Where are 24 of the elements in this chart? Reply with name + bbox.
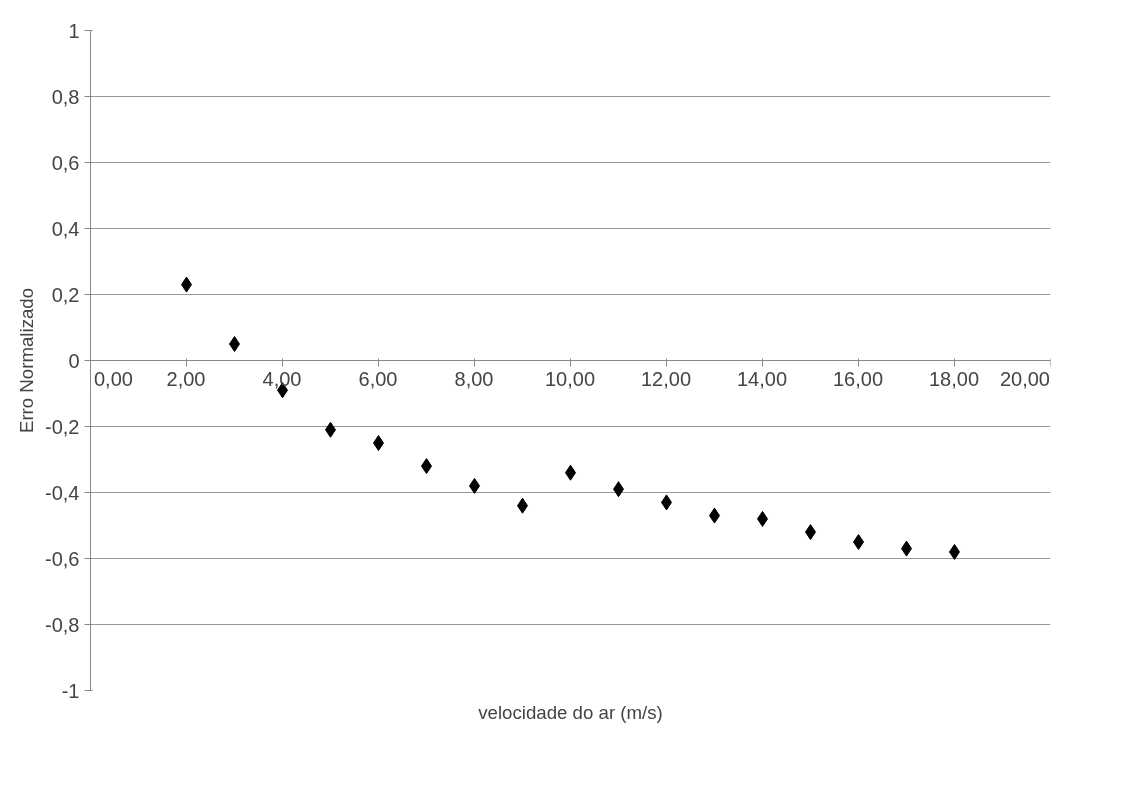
x-tick-label: 12,00 xyxy=(640,368,692,391)
y-tick-label: 0,2 xyxy=(51,283,80,306)
x-tick-label: 8,00 xyxy=(454,368,494,391)
y-axis-title: Erro Normalizado xyxy=(16,287,38,434)
x-tick-label: 20,00 xyxy=(999,368,1050,391)
y-tick-label: 0,8 xyxy=(51,85,80,108)
x-tick-label: 0,00 xyxy=(94,368,133,391)
y-tick-label: 0,6 xyxy=(51,151,80,174)
y-tick-label: 1 xyxy=(68,19,80,42)
y-tick-label: -0,4 xyxy=(45,481,80,504)
y-tick-label: -0,6 xyxy=(45,547,80,570)
y-tick-label: -1 xyxy=(61,679,80,702)
y-tick-label: 0 xyxy=(68,349,80,372)
x-tick-label: 6,00 xyxy=(358,368,398,391)
y-tick-label: -0,8 xyxy=(45,613,80,636)
x-tick-label: 4,00 xyxy=(262,368,302,391)
y-tick-label: -0,2 xyxy=(45,415,80,438)
x-tick-label: 18,00 xyxy=(928,368,980,391)
x-tick-label: 10,00 xyxy=(544,368,596,391)
x-tick-label: 16,00 xyxy=(832,368,884,391)
x-axis-title: velocidade do ar (m/s) xyxy=(478,701,663,723)
x-tick-label: 2,00 xyxy=(166,368,206,391)
y-tick-label: 0,4 xyxy=(51,217,80,240)
x-tick-label: 14,00 xyxy=(736,368,788,391)
